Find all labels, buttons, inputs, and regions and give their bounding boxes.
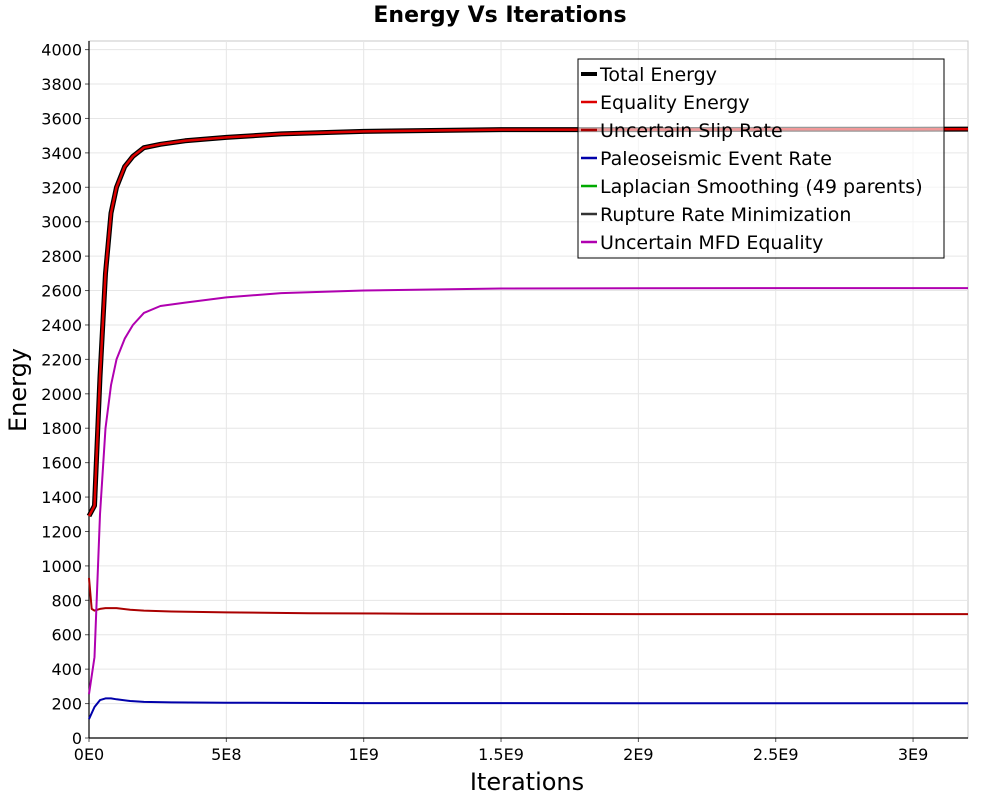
y-tick-label: 2000 — [41, 385, 82, 404]
y-tick-label: 3200 — [41, 178, 82, 197]
y-tick-label: 1800 — [41, 419, 82, 438]
legend-label: Total Energy — [599, 64, 717, 86]
x-tick-label: 1.5E9 — [478, 745, 524, 764]
y-tick-label: 2800 — [41, 247, 82, 266]
x-tick-label: 3E9 — [898, 745, 928, 764]
series-line-uncertain-mfd-equality — [88, 287, 968, 695]
legend-label: Rupture Rate Minimization — [600, 204, 851, 226]
y-tick-label: 2600 — [41, 282, 82, 301]
y-tick-label: 2400 — [41, 316, 82, 335]
legend-label: Laplacian Smoothing (49 parents) — [600, 176, 923, 198]
y-tick-label: 1000 — [41, 557, 82, 576]
y-tick-label: 3600 — [41, 109, 82, 128]
y-tick-label: 2200 — [41, 350, 82, 369]
legend-label: Equality Energy — [600, 92, 750, 114]
y-tick-label: 400 — [51, 660, 82, 679]
y-tick-label: 3800 — [41, 75, 82, 94]
y-tick-label: 600 — [51, 626, 82, 645]
legend: Total Energy Equality Energy Uncertain Sli… — [577, 58, 945, 259]
legend-box — [577, 58, 945, 259]
legend-label: Uncertain Slip Rate — [600, 120, 783, 142]
chart-title: Energy Vs Iterations — [373, 3, 626, 28]
y-tick-label: 4000 — [41, 41, 82, 60]
y-tick-label: 1600 — [41, 454, 82, 473]
x-tick-label: 5E8 — [211, 745, 241, 764]
tick-labels: 0 200 400 600 800 1000 1200 1400 1600 1800 2000 220… — [41, 41, 928, 764]
x-tick-label: 1E9 — [348, 745, 378, 764]
legend-label: Paleoseismic Event Rate — [600, 148, 832, 170]
legend-label: Uncertain MFD Equality — [600, 232, 823, 254]
y-axis-label: Energy — [4, 348, 32, 432]
axes — [85, 41, 968, 742]
y-tick-label: 200 — [51, 695, 82, 714]
y-tick-label: 800 — [51, 591, 82, 610]
series-line-paleoseismic-event-rate — [88, 697, 968, 720]
x-tick-label: 2.5E9 — [753, 745, 799, 764]
y-tick-label: 1400 — [41, 488, 82, 507]
x-tick-label: 2E9 — [623, 745, 653, 764]
y-tick-label: 1200 — [41, 522, 82, 541]
y-tick-label: 0 — [72, 729, 82, 748]
y-tick-label: 3400 — [41, 144, 82, 163]
y-tick-label: 3000 — [41, 213, 82, 232]
x-tick-label: 0E0 — [74, 745, 104, 764]
x-axis-label: Iterations — [470, 768, 584, 796]
